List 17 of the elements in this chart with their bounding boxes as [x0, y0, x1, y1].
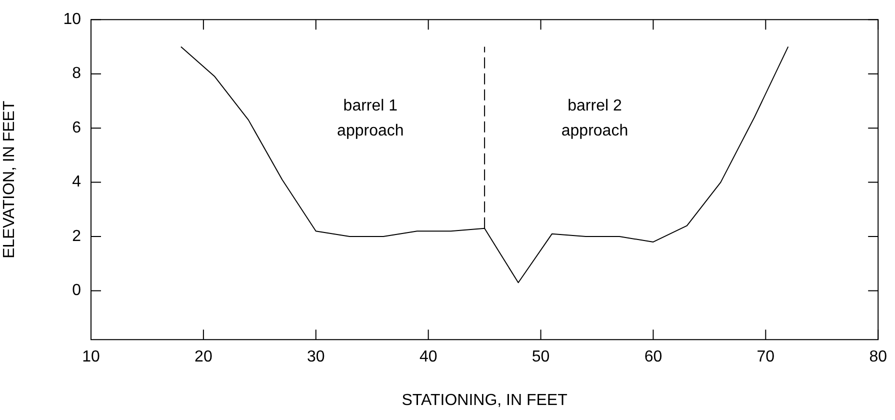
y-tick-label: 4 [72, 174, 82, 191]
y-axis-title: ELEVATION, IN FEET [1, 100, 18, 258]
x-tick-label: 40 [419, 348, 438, 366]
x-axis-title: STATIONING, IN FEET [402, 392, 568, 409]
x-tick-label: 60 [644, 348, 662, 366]
annotation: barrel 2 approach [561, 97, 628, 140]
y-tick-label: 0 [72, 282, 82, 300]
y-tick-label: 10 [63, 11, 82, 28]
y-tick-label: 6 [72, 119, 82, 136]
annotation: barrel 1 approach [337, 97, 404, 140]
x-tick-label: 80 [869, 348, 888, 366]
x-tick-label: 20 [194, 348, 212, 366]
x-tick-label: 50 [532, 348, 550, 366]
y-tick-label: 2 [72, 228, 82, 245]
y-tick-label: 8 [72, 65, 82, 82]
x-tick-label: 30 [306, 348, 325, 366]
x-tick-label: 70 [756, 348, 775, 366]
